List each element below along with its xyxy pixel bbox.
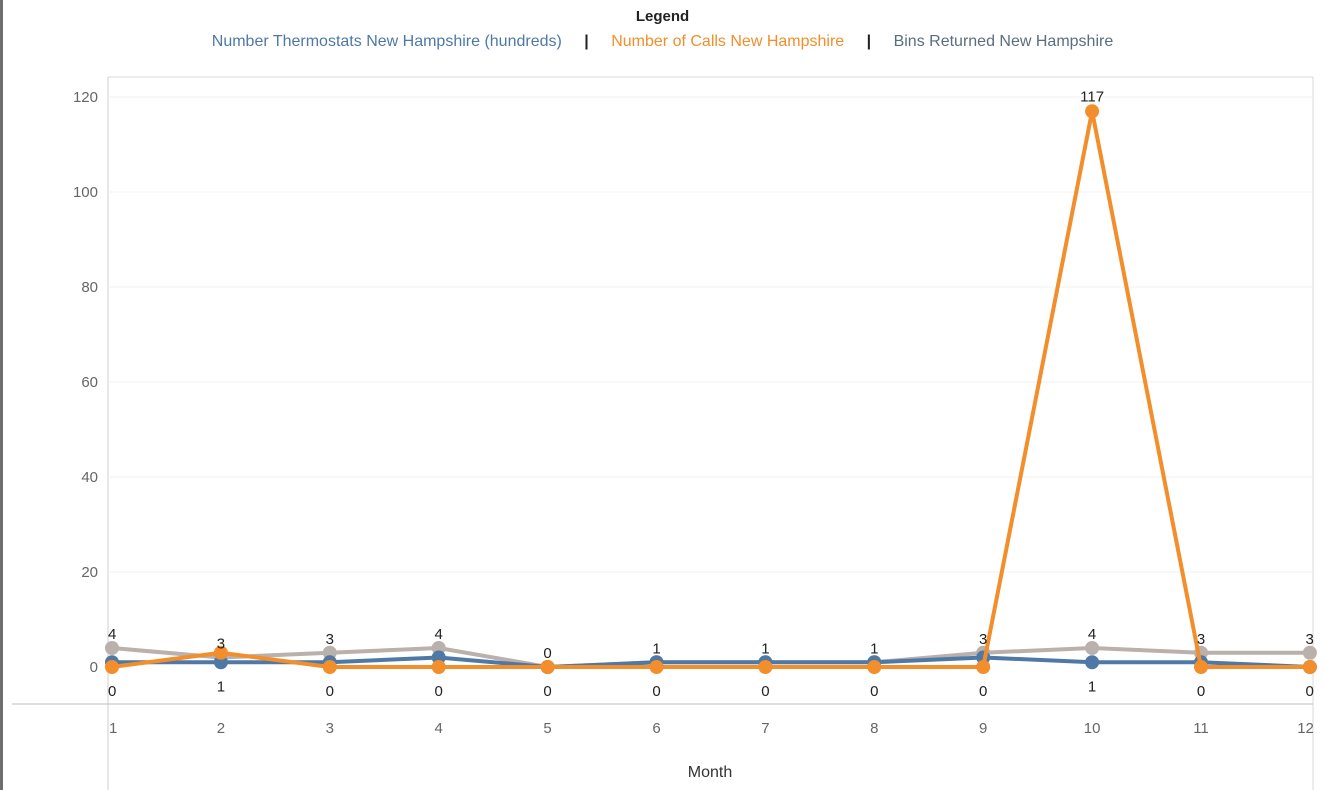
data-label: 117	[1080, 88, 1104, 105]
data-label: 0	[652, 683, 660, 700]
data-point	[1194, 660, 1208, 674]
x-tick-label: 3	[326, 720, 334, 737]
data-label: 0	[761, 683, 769, 700]
data-label: 1	[217, 678, 225, 695]
legend-item-thermostats[interactable]: Number Thermostats New Hampshire (hundre…	[211, 33, 562, 50]
y-tick-label: 100	[73, 184, 98, 201]
data-label: 3	[1197, 631, 1205, 648]
x-tick-label: 10	[1084, 720, 1101, 737]
legend-items: Number Thermostats New Hampshire (hundre…	[0, 33, 1325, 51]
y-tick-label: 80	[81, 279, 98, 296]
data-point	[1302, 645, 1317, 660]
data-label: 0	[870, 683, 878, 700]
legend: Legend Number Thermostats New Hampshire …	[0, 8, 1325, 51]
legend-item-calls[interactable]: Number of Calls New Hampshire	[611, 33, 845, 50]
data-label: 0	[543, 683, 551, 700]
legend-separator: |	[584, 33, 589, 50]
data-label: 0	[543, 645, 551, 662]
legend-item-bins[interactable]: Bins Returned New Hampshire	[893, 33, 1114, 50]
x-tick-label: 4	[435, 720, 443, 737]
data-label: 1	[870, 640, 878, 657]
data-point	[649, 660, 664, 674]
data-label: 1	[761, 640, 769, 657]
data-point	[322, 660, 337, 674]
data-label: 0	[1197, 683, 1205, 700]
data-point	[431, 660, 446, 674]
series-line	[110, 109, 1312, 669]
legend-title: Legend	[635, 8, 690, 25]
data-point	[976, 660, 991, 674]
data-label: 3	[979, 631, 987, 648]
series-line	[110, 655, 1312, 669]
data-point	[105, 641, 119, 655]
data-label: 1	[652, 640, 660, 657]
data-point	[1085, 655, 1100, 670]
data-point	[105, 660, 119, 674]
data-point	[213, 645, 228, 660]
x-tick-label: 5	[543, 720, 551, 737]
data-label: 0	[979, 683, 987, 700]
data-label: 4	[435, 626, 443, 643]
legend-separator: |	[866, 33, 872, 50]
data-point	[1302, 660, 1317, 674]
y-tick-label: 40	[81, 469, 98, 486]
data-point	[867, 660, 882, 674]
x-tick-label: 1	[109, 720, 117, 737]
data-point	[758, 660, 773, 674]
x-tick-label: 12	[1297, 720, 1314, 737]
y-tick-label: 60	[81, 374, 98, 391]
data-point	[1085, 641, 1100, 655]
data-label: 4	[1088, 626, 1096, 643]
data-point	[540, 660, 555, 674]
x-tick-label: 9	[979, 720, 987, 737]
x-axis-title: Month	[688, 764, 732, 781]
left-border	[0, 0, 3, 790]
y-tick-label: 120	[73, 89, 98, 106]
data-label: 4	[108, 626, 116, 643]
data-label: 3	[1306, 631, 1314, 648]
data-label: 0	[326, 683, 334, 700]
x-tick-label: 11	[1193, 720, 1209, 737]
x-tick-label: 7	[761, 720, 769, 737]
data-label: 0	[435, 683, 443, 700]
x-tick-label: 2	[217, 720, 225, 737]
x-tick-label: 8	[870, 720, 878, 737]
data-label: 0	[108, 683, 116, 700]
x-tick-label: 6	[652, 720, 660, 737]
data-label: 3	[217, 636, 225, 653]
data-label: 0	[1306, 683, 1314, 700]
y-tick-label: 0	[90, 659, 98, 676]
data-point	[1085, 104, 1100, 119]
y-tick-label: 20	[81, 564, 98, 581]
data-label: 1	[1088, 678, 1096, 695]
data-label: 3	[326, 631, 334, 648]
